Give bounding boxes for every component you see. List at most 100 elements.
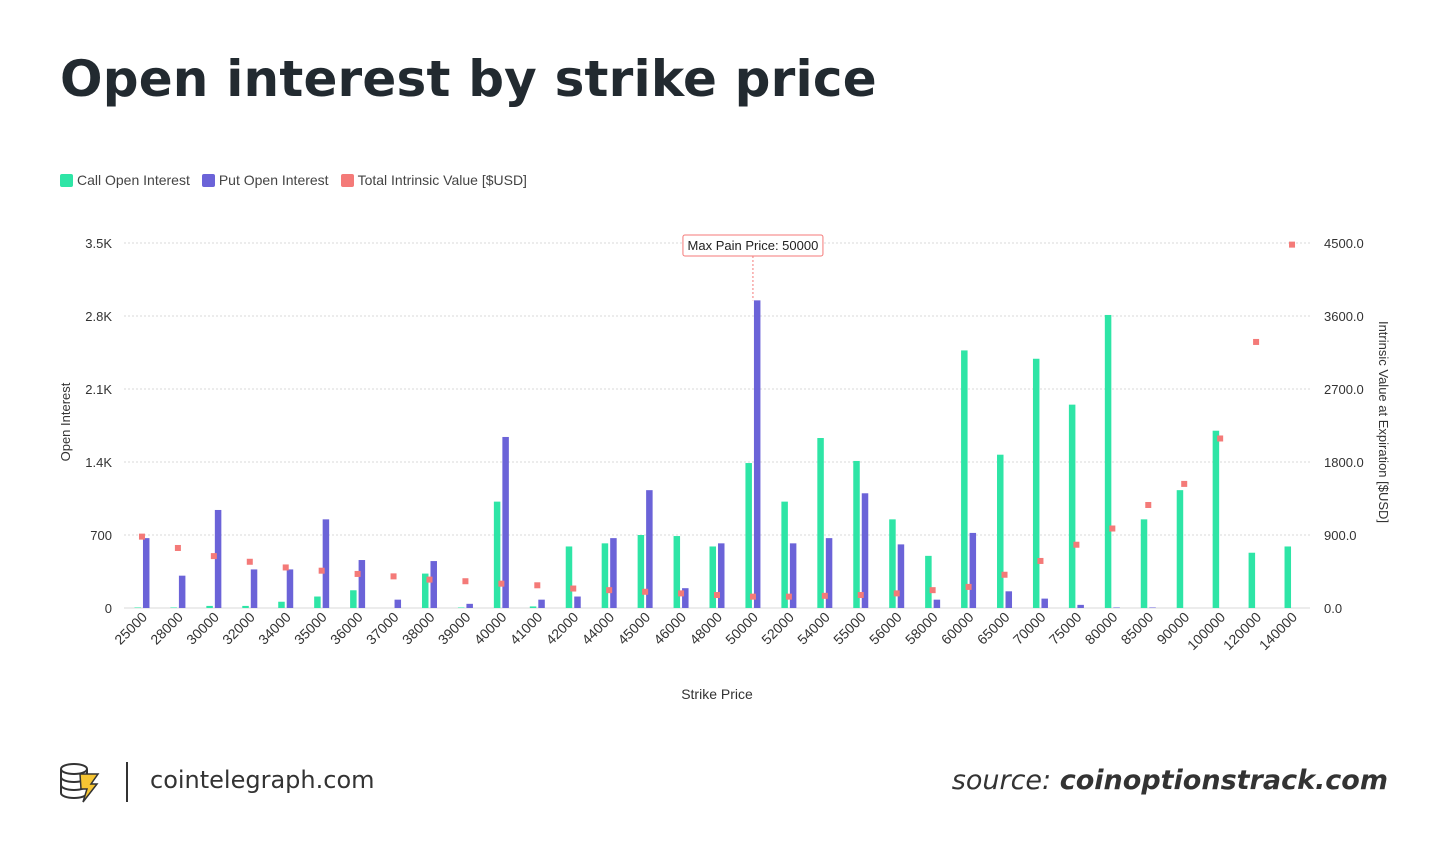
x-tick-label: 25000: [111, 609, 150, 648]
footer-site-name[interactable]: cointelegraph.com: [150, 766, 375, 794]
intrinsic-point: [749, 593, 756, 600]
x-tick-label: 75000: [1046, 609, 1085, 648]
put-bar: [682, 588, 689, 608]
x-tick-label: 46000: [650, 609, 689, 648]
call-bar: [853, 460, 860, 608]
legend-item-intrinsic[interactable]: Total Intrinsic Value [$USD]: [340, 172, 527, 188]
put-bar: [753, 300, 761, 608]
intrinsic-point: [138, 533, 145, 540]
intrinsic-point: [390, 573, 397, 580]
x-tick-label: 32000: [219, 609, 258, 648]
y2-tick-label: 3600.0: [1324, 309, 1364, 324]
put-bar: [214, 509, 222, 608]
y-tick-label: 1.4K: [85, 455, 112, 470]
legend-label-call: Call Open Interest: [77, 172, 190, 188]
x-tick-label: 42000: [543, 609, 582, 648]
call-bar: [314, 596, 321, 608]
x-tick-label: 38000: [399, 609, 438, 648]
cointelegraph-logo-icon: [60, 763, 100, 803]
source-prefix: source:: [951, 765, 1052, 796]
intrinsic-point: [678, 590, 685, 597]
legend-swatch-put: [201, 173, 215, 187]
x-tick-label: 56000: [866, 609, 905, 648]
y2-tick-label: 4500.0: [1324, 236, 1364, 251]
put-bar: [861, 493, 869, 608]
put-bar: [1149, 607, 1156, 608]
y2-tick-label: 2700.0: [1324, 382, 1364, 397]
max-pain-label: Max Pain Price: 50000: [688, 238, 819, 253]
call-bar: [1140, 519, 1148, 608]
call-bar: [745, 463, 752, 608]
put-bar: [1077, 604, 1084, 608]
put-bar: [969, 532, 977, 608]
intrinsic-point: [1289, 241, 1296, 248]
y2-tick-label: 0.0: [1324, 601, 1342, 616]
call-bar: [242, 605, 249, 608]
x-tick-label: 39000: [435, 609, 474, 648]
call-bar: [134, 607, 141, 608]
x-tick-label: 54000: [794, 609, 833, 648]
call-bar: [1176, 490, 1184, 608]
put-bar: [610, 538, 617, 608]
max-pain-box: [682, 234, 824, 257]
call-bar: [601, 543, 609, 608]
call-bar: [637, 535, 645, 608]
legend-item-put[interactable]: Put Open Interest: [201, 172, 329, 188]
put-bar: [933, 599, 941, 608]
legend-label-intrinsic: Total Intrinsic Value [$USD]: [357, 172, 527, 188]
intrinsic-point: [498, 580, 505, 587]
intrinsic-point: [714, 592, 720, 599]
call-bar: [278, 601, 285, 608]
put-bar: [466, 603, 473, 608]
x-tick-label: 50000: [722, 609, 761, 648]
put-bar: [142, 538, 150, 608]
intrinsic-point: [1145, 501, 1152, 508]
put-bar: [502, 436, 509, 608]
x-tick-label: 44000: [578, 609, 617, 648]
legend-item-call[interactable]: Call Open Interest: [60, 172, 190, 188]
intrinsic-point: [929, 587, 936, 594]
intrinsic-point: [821, 592, 828, 599]
footer-source: source: coinoptionstrack.com: [952, 765, 1388, 796]
put-bar: [1005, 591, 1013, 608]
intrinsic-point: [570, 585, 577, 592]
footer-separator: [126, 762, 128, 802]
y-axis-label: Open Interest: [58, 382, 73, 461]
intrinsic-point: [210, 553, 217, 560]
call-bar: [493, 501, 501, 608]
call-bar: [457, 607, 465, 608]
intrinsic-point: [282, 564, 289, 571]
legend-swatch-intrinsic: [340, 173, 354, 187]
intrinsic-point: [642, 588, 649, 595]
intrinsic-point: [462, 578, 469, 585]
x-tick-label: 58000: [902, 609, 941, 648]
x-tick-label: 100000: [1184, 609, 1228, 653]
call-bar: [1212, 430, 1220, 608]
intrinsic-point: [426, 576, 433, 583]
y-tick-label: 3.5K: [85, 236, 112, 251]
x-axis-label: Strike Price: [681, 686, 753, 702]
put-bar: [394, 599, 402, 608]
call-bar: [1068, 404, 1076, 608]
x-tick-label: 37000: [363, 609, 402, 648]
page-title: Open interest by strike price: [60, 50, 877, 108]
put-bar: [897, 544, 905, 608]
x-tick-label: 65000: [974, 609, 1013, 648]
x-tick-label: 60000: [938, 609, 977, 648]
x-tick-label: 41000: [507, 609, 546, 648]
put-bar: [286, 569, 294, 608]
put-bar: [646, 490, 653, 608]
call-bar: [1284, 546, 1292, 608]
intrinsic-point: [1181, 480, 1188, 487]
x-tick-label: 45000: [614, 609, 653, 648]
x-tick-label: 52000: [758, 609, 797, 648]
intrinsic-point: [354, 570, 361, 577]
intrinsic-point: [318, 567, 325, 574]
source-name[interactable]: coinoptionstrack.com: [1059, 765, 1388, 796]
put-bar: [825, 538, 833, 608]
x-tick-label: 34000: [255, 609, 294, 648]
call-bar: [565, 546, 573, 608]
put-bar: [1041, 598, 1048, 608]
intrinsic-point: [1001, 571, 1008, 578]
